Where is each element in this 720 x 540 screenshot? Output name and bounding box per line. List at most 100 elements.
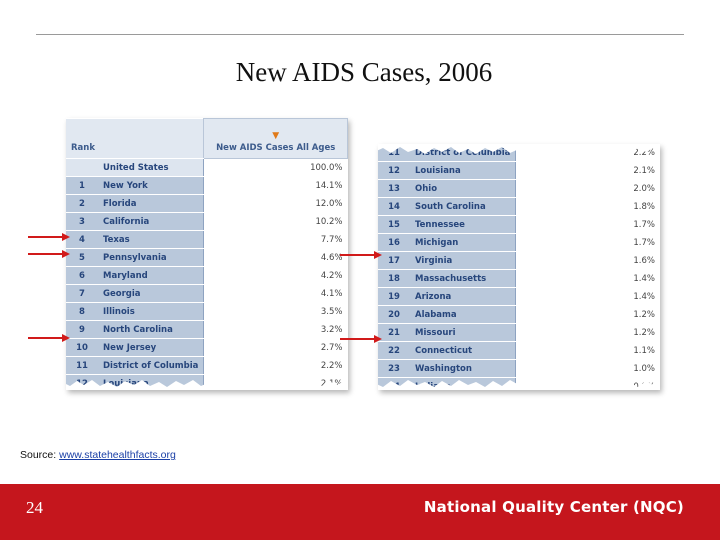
table-row: 23 Washington 1.0% xyxy=(378,359,660,378)
value-cell: 1.7% xyxy=(515,233,660,252)
table-row: United States 100.0% xyxy=(66,158,348,177)
table-row: 15 Tennessee 1.7% xyxy=(378,215,660,234)
state-cell: Washington xyxy=(410,359,517,378)
rank-cell: 6 xyxy=(66,266,98,285)
value-cell: 2.1% xyxy=(515,161,660,180)
rank-cell: 2 xyxy=(66,194,98,213)
source-link[interactable]: www.statehealthfacts.org xyxy=(59,449,176,461)
table-row: 9 North Carolina 3.2% xyxy=(66,320,348,339)
table-row: 6 Maryland 4.2% xyxy=(66,266,348,285)
page-number: 24 xyxy=(26,498,43,517)
state-cell: Louisiana xyxy=(410,161,517,180)
rank-cell xyxy=(66,158,98,177)
highlight-arrow-connecticut xyxy=(340,334,382,344)
state-cell: Florida xyxy=(98,194,205,213)
state-cell: Virginia xyxy=(410,251,517,270)
value-cell: 1.7% xyxy=(515,215,660,234)
table-row: 19 Arizona 1.4% xyxy=(378,287,660,306)
value-cell: 1.4% xyxy=(515,287,660,306)
table-row: 13 Ohio 2.0% xyxy=(378,179,660,198)
rank-cell: 14 xyxy=(378,197,410,216)
table-row: 21 Missouri 1.2% xyxy=(378,323,660,342)
right-table-body: 11 District of Columbia 2.2% 12 Louisiana 2.1… xyxy=(378,144,660,390)
rank-cell: 16 xyxy=(378,233,410,252)
right-ranking-table: 11 District of Columbia 2.2% 12 Louisiana 2.1… xyxy=(378,144,660,390)
rank-cell: 4 xyxy=(66,230,98,249)
state-cell: Texas xyxy=(98,230,205,249)
table-row: 5 Pennsylvania 4.6% xyxy=(66,248,348,267)
rank-cell: 7 xyxy=(66,284,98,303)
state-cell: New Jersey xyxy=(98,338,205,357)
value-cell: 1.8% xyxy=(515,197,660,216)
left-ranking-table: Rank ▼ New AIDS Cases All Ages United St… xyxy=(66,118,348,390)
table-row: 1 New York 14.1% xyxy=(66,176,348,195)
value-cell: 1.0% xyxy=(515,359,660,378)
torn-edge-bottom xyxy=(66,380,348,390)
state-cell: Michigan xyxy=(410,233,517,252)
state-cell: North Carolina xyxy=(98,320,205,339)
value-cell: 2.0% xyxy=(515,179,660,198)
rank-cell: 23 xyxy=(378,359,410,378)
torn-edge-top xyxy=(378,144,660,154)
state-cell: Missouri xyxy=(410,323,517,342)
rank-cell: 22 xyxy=(378,341,410,360)
torn-edge-bottom-right xyxy=(378,380,660,390)
table-row: 10 New Jersey 2.7% xyxy=(66,338,348,357)
table-row: 8 Illinois 3.5% xyxy=(66,302,348,321)
rank-cell: 18 xyxy=(378,269,410,288)
rank-cell: 12 xyxy=(378,161,410,180)
table-row: 16 Michigan 1.7% xyxy=(378,233,660,252)
rank-cell: 11 xyxy=(66,356,98,375)
state-cell: Tennessee xyxy=(410,215,517,234)
state-cell: New York xyxy=(98,176,205,195)
value-cell: 2.7% xyxy=(203,338,348,357)
state-cell: Ohio xyxy=(410,179,517,198)
table-row: 7 Georgia 4.1% xyxy=(66,284,348,303)
rank-cell: 3 xyxy=(66,212,98,231)
value-cell: 1.6% xyxy=(515,251,660,270)
value-cell: 3.2% xyxy=(203,320,348,339)
state-cell: Arizona xyxy=(410,287,517,306)
table-row: 3 California 10.2% xyxy=(66,212,348,231)
state-cell: California xyxy=(98,212,205,231)
table-row: 20 Alabama 1.2% xyxy=(378,305,660,324)
rank-column-header[interactable]: Rank xyxy=(66,118,204,159)
highlight-arrow-texas xyxy=(28,232,70,242)
value-cell: 1.2% xyxy=(515,305,660,324)
state-cell: Illinois xyxy=(98,302,205,321)
table-row: 4 Texas 7.7% xyxy=(66,230,348,249)
value-cell: 12.0% xyxy=(203,194,348,213)
state-cell: Georgia xyxy=(98,284,205,303)
brand-logo-text: National Quality Center (NQC) xyxy=(423,498,684,516)
rank-cell: 9 xyxy=(66,320,98,339)
state-cell: South Carolina xyxy=(410,197,517,216)
value-column-header[interactable]: ▼ New AIDS Cases All Ages xyxy=(203,118,348,159)
value-cell: 4.6% xyxy=(203,248,348,267)
state-cell: Pennsylvania xyxy=(98,248,205,267)
value-cell: 1.2% xyxy=(515,323,660,342)
value-cell: 3.5% xyxy=(203,302,348,321)
left-table-body: United States 100.0% 1 New York 14.1% 2 Florid… xyxy=(66,158,348,390)
rank-cell: 1 xyxy=(66,176,98,195)
state-cell: Alabama xyxy=(410,305,517,324)
table-row: 17 Virginia 1.6% xyxy=(378,251,660,270)
value-cell: 14.1% xyxy=(203,176,348,195)
rank-cell: 5 xyxy=(66,248,98,267)
state-cell: District of Columbia xyxy=(98,356,205,375)
value-cell: 100.0% xyxy=(203,158,348,177)
source-citation: Source: www.statehealthfacts.org xyxy=(20,449,176,461)
table-row: 11 District of Columbia 2.2% xyxy=(66,356,348,375)
state-cell: Massachusetts xyxy=(410,269,517,288)
value-cell: 4.1% xyxy=(203,284,348,303)
rank-cell: 10 xyxy=(66,338,98,357)
value-cell: 1.4% xyxy=(515,269,660,288)
table-row: 22 Connecticut 1.1% xyxy=(378,341,660,360)
value-cell: 1.1% xyxy=(515,341,660,360)
rank-cell: 13 xyxy=(378,179,410,198)
value-cell: 4.2% xyxy=(203,266,348,285)
sort-down-icon: ▼ xyxy=(272,131,280,141)
table-row: 14 South Carolina 1.8% xyxy=(378,197,660,216)
footer-bar: 24 National Quality Center (NQC) xyxy=(0,484,720,540)
state-cell: Maryland xyxy=(98,266,205,285)
